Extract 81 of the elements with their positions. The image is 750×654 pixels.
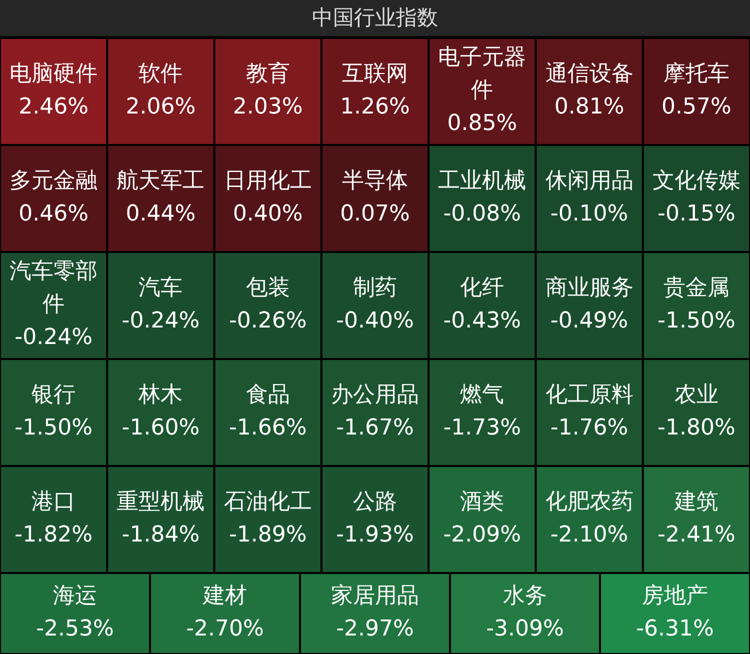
data-label: -2.97% [336,616,414,642]
category-label: 房地产 [642,584,708,609]
category-label: 汽车零部件 [10,259,98,318]
category-label: 办公用品 [331,382,419,408]
data-label: -1.76% [550,416,628,441]
category-label: 摩托车 [663,62,730,87]
category-label: 通信设备 [545,62,634,87]
category-label: 工业机械 [438,168,526,194]
category-label: 航天军工 [116,168,205,194]
category-label: 家居用品 [331,584,419,609]
category-label: 制药 [353,276,397,301]
data-label: 0.81% [554,94,624,120]
category-label: 水务 [503,584,547,609]
data-label: 2.03% [232,94,303,120]
data-label: -0.08% [443,202,522,227]
data-label: -1.93% [336,522,414,548]
category-label: 酒类 [460,490,504,515]
category-label: 文化传媒 [652,168,740,194]
data-label: -3.09% [486,616,564,642]
data-label: -1.80% [658,416,736,441]
category-label: 石油化工 [224,490,312,515]
data-label: -1.73% [443,416,522,441]
data-label: -2.09% [443,522,522,548]
data-label: 0.57% [661,94,732,120]
data-label: -1.67% [336,416,414,441]
data-label: -1.82% [14,522,92,548]
data-label: 1.26% [340,94,410,120]
category-label: 软件 [138,62,183,87]
text: 中国行业指数 [312,5,438,30]
data-label: -6.31% [636,616,714,642]
category-label: 化肥农药 [545,490,634,515]
category-label: 电子元器件 [438,45,526,104]
category-label: 海运 [53,584,97,609]
category-label: 互联网 [342,62,408,87]
data-label: -2.53% [36,616,114,642]
data-label: -1.89% [228,522,307,548]
data-label: -0.40% [336,308,414,334]
data-label: -1.60% [122,416,200,441]
category-label: 休闲用品 [545,168,634,194]
category-label: 化工原料 [545,382,634,408]
category-label: 农业 [674,382,718,408]
data-label: -2.70% [186,616,264,642]
category-label: 燃气 [460,382,504,408]
data-label: 0.46% [18,202,89,227]
category-label: 建筑 [673,490,718,515]
category-label: 多元金融 [10,168,98,194]
category-label: 港口 [32,490,76,515]
data-label: 2.46% [18,94,89,120]
data-label: -0.10% [550,202,628,227]
data-label: -0.49% [550,308,628,334]
category-label: 教育 [246,60,290,87]
data-label: -0.43% [443,308,522,334]
data-label: 2.06% [126,94,196,120]
category-label: 食品 [246,382,290,408]
category-label: 商业服务 [545,276,634,301]
category-label: 电脑硬件 [10,62,98,87]
data-label: 0.85% [447,111,518,136]
category-label: 公路 [353,490,397,515]
category-label: 汽车 [138,276,183,301]
data-label: -1.50% [658,308,736,334]
data-label: -2.10% [550,522,628,548]
data-label: 0.07% [340,202,410,227]
data-label: 0.40% [232,202,303,227]
category-label: 包装 [246,276,290,301]
data-label: -1.50% [14,416,92,441]
category-label: 贵金属 [663,276,730,301]
category-label: 化纤 [460,276,504,301]
category-label: 半导体 [342,168,408,194]
data-label: -0.24% [122,308,200,334]
data-label: -1.66% [228,416,307,441]
data-label: 0.44% [126,202,196,227]
category-label: 林木 [138,382,183,408]
data-label: -2.41% [658,522,736,548]
category-label: 银行 [30,382,76,408]
data-label: -1.84% [122,522,200,548]
data-label: -0.15% [658,202,736,227]
category-label: 日用化工 [224,168,312,194]
data-label: -0.26% [228,308,307,334]
category-label: 建材 [202,584,247,609]
data-label: -0.24% [14,325,92,350]
category-label: 重型机械 [116,490,205,515]
